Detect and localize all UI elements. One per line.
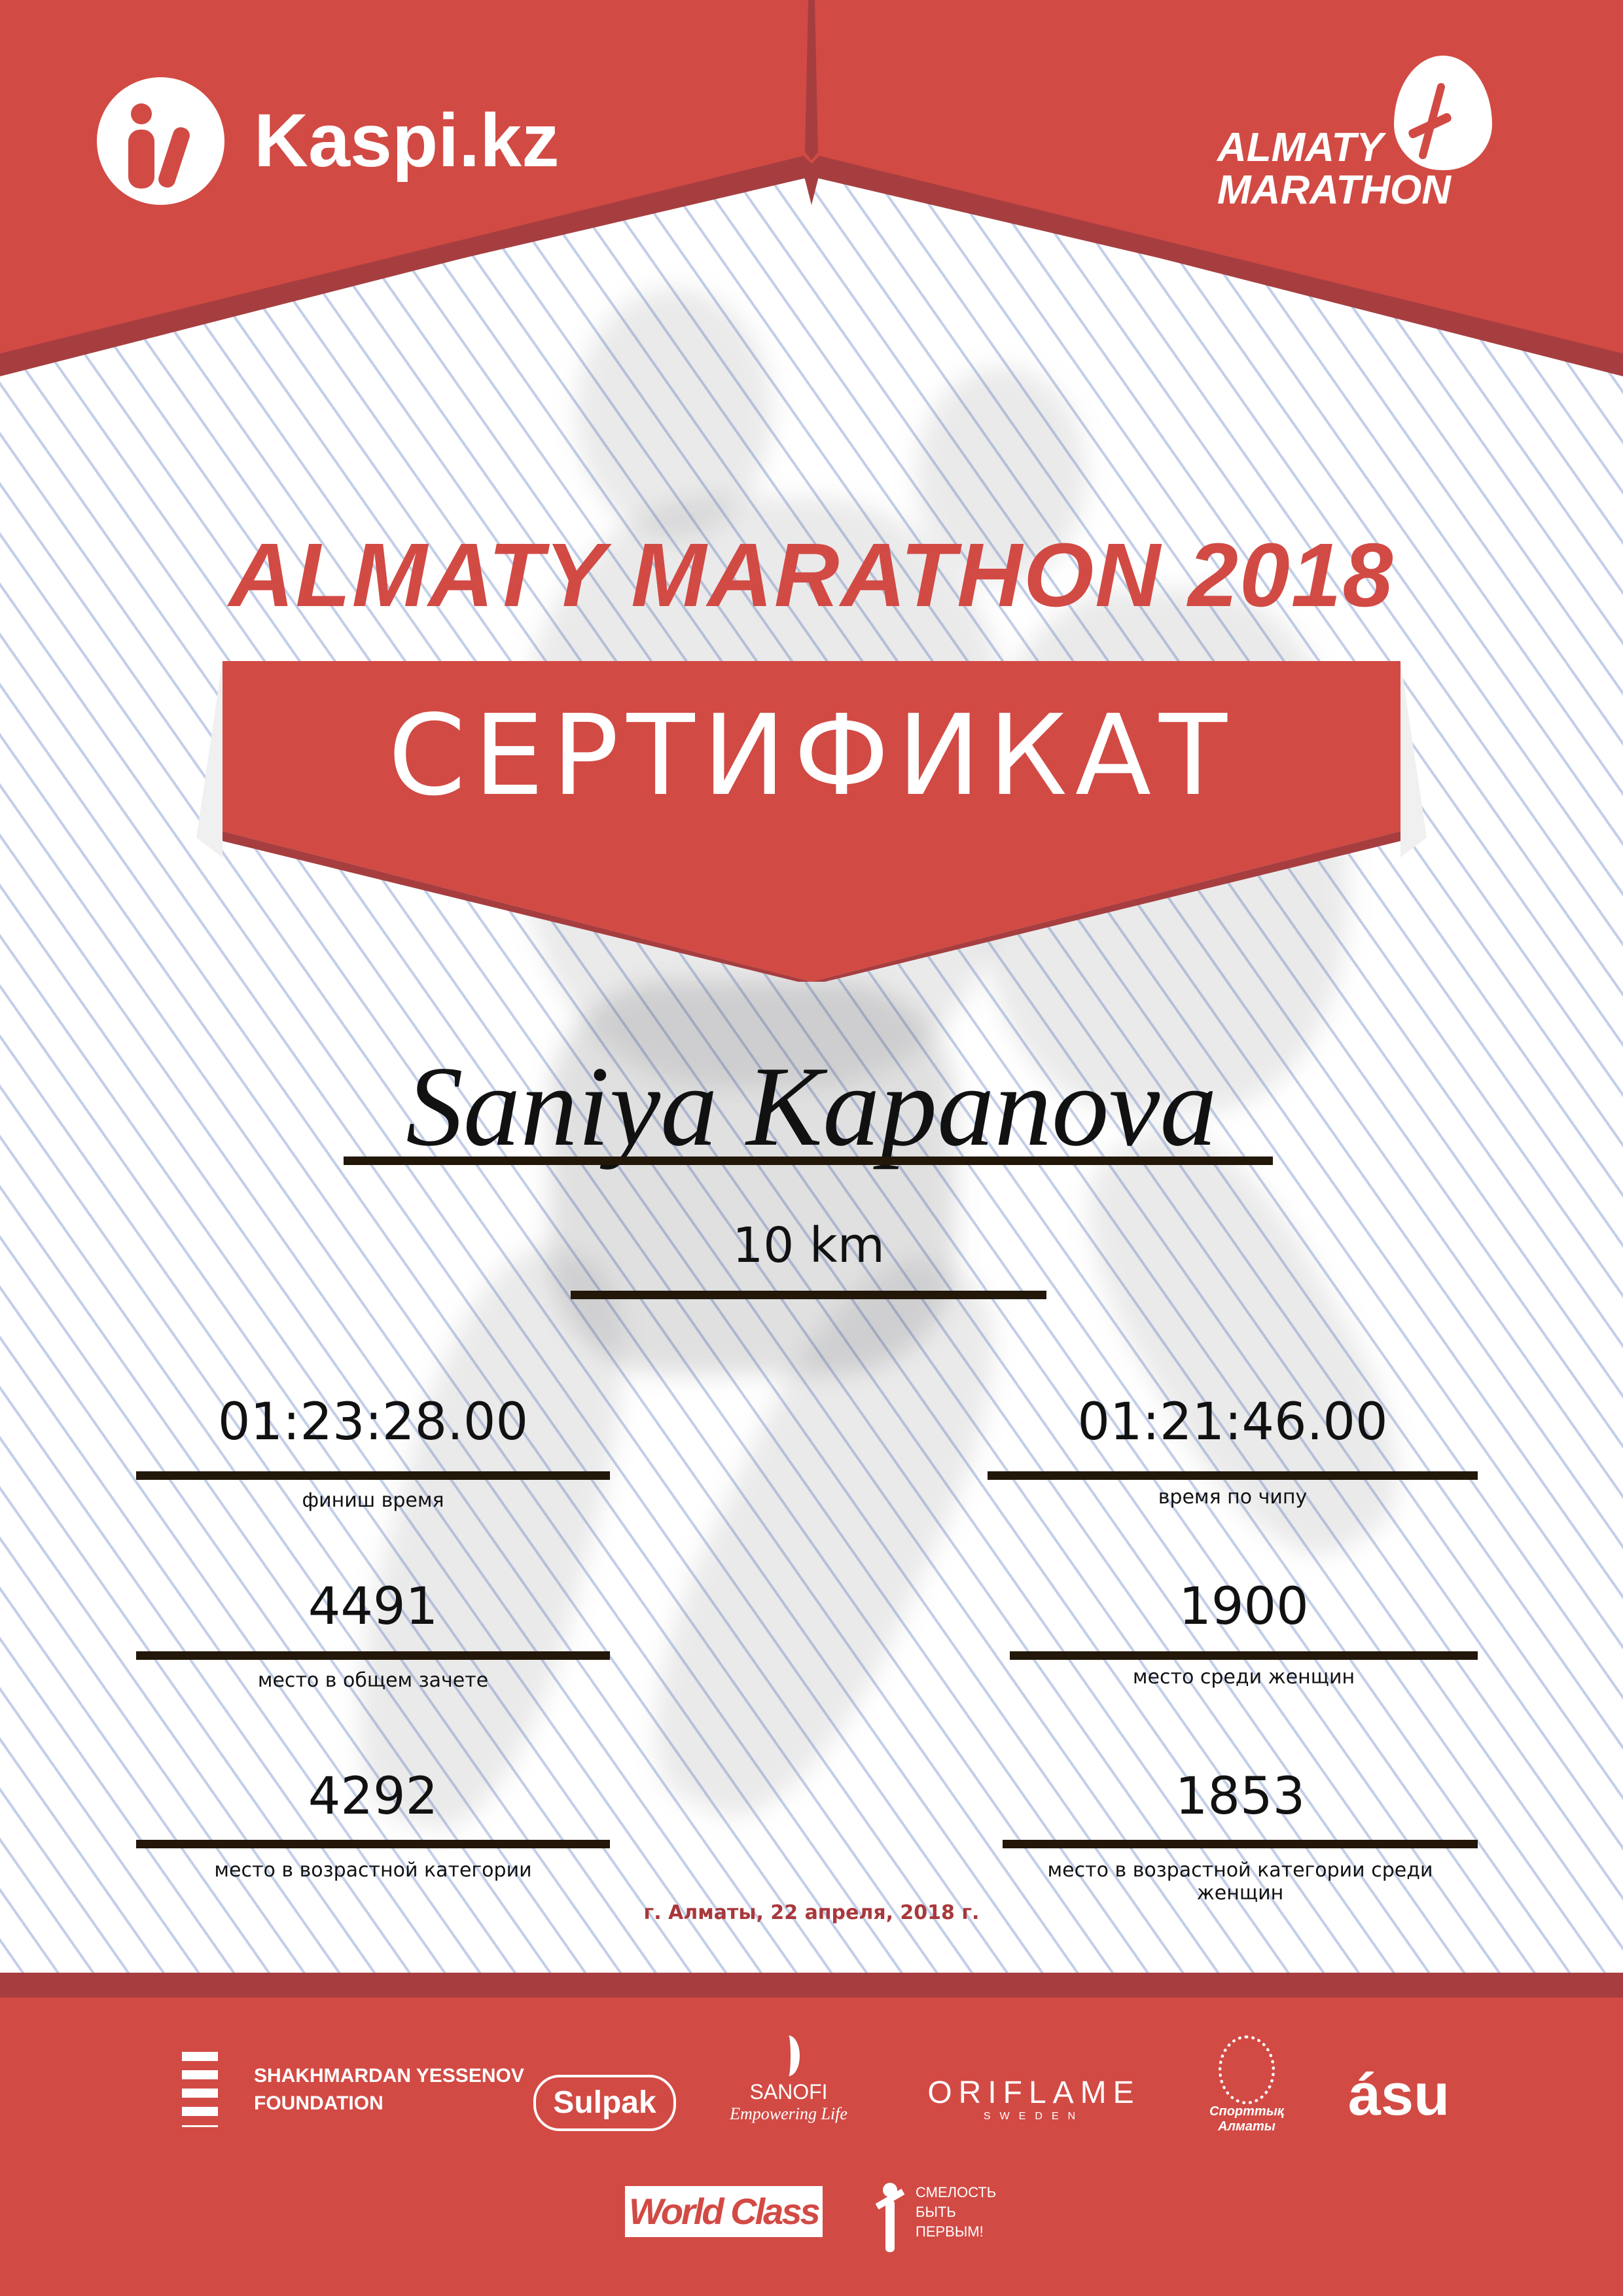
result-label: место в возрастной категории: [214, 1859, 532, 1882]
sport-almaty-line1: Спорттық: [1209, 2104, 1284, 2119]
fund-line1: СМЕЛОСТЬ: [916, 2184, 997, 2200]
result-label: место в возрастной категории среди женщи…: [1047, 1859, 1433, 1905]
oriflame-logo: ORIFLAME SWEDEN: [923, 2075, 1145, 2123]
sanofi-tagline: Empowering Life: [730, 2104, 847, 2123]
result-underline: [1010, 1651, 1478, 1660]
result-value: 01:23:28.00: [217, 1393, 529, 1452]
result-underline: [136, 1471, 610, 1480]
result-label: время по чипу: [1158, 1486, 1308, 1509]
result-underline: [988, 1471, 1478, 1480]
sanofi-logo: SANOFI Empowering Life: [723, 2036, 854, 2124]
header-banner: [0, 0, 1623, 376]
yessenov-line2: FOUNDATION: [254, 2092, 383, 2114]
sulpak-logo: Sulpak: [533, 2075, 676, 2131]
yessenov-icon: [182, 2052, 218, 2127]
oriflame-country: SWEDEN: [983, 2111, 1085, 2122]
result-underline: [1003, 1840, 1478, 1848]
sport-almaty-logo: Спорттық Алматы: [1198, 2036, 1296, 2134]
footer-stripe: [0, 1973, 1623, 1998]
result-label: финиш время: [302, 1489, 444, 1512]
distance-value: 10 km: [732, 1217, 885, 1274]
kaspi-logo: Kaspi.kz: [97, 77, 560, 205]
result-value: 4292: [308, 1767, 438, 1826]
fund-line2: БЫТЬ: [916, 2204, 956, 2220]
certificate-date: г. Алматы, 22 апреля, 2018 г.: [643, 1901, 980, 1924]
sport-almaty-emblem-icon: [1219, 2036, 1275, 2104]
sponsors-footer: [0, 1998, 1623, 2296]
fund-line3: ПЕРВЫМ!: [916, 2223, 984, 2240]
result-value: 1900: [1179, 1577, 1309, 1636]
name-underline: [344, 1157, 1273, 1165]
result-label: место в общем зачете: [257, 1669, 489, 1692]
oriflame-name: ORIFLAME: [927, 2075, 1141, 2110]
result-value: 1853: [1175, 1767, 1306, 1826]
result-value: 4491: [308, 1577, 438, 1636]
worldclass-logo: World Class: [625, 2186, 823, 2237]
sport-almaty-line2: Алматы: [1218, 2119, 1275, 2134]
background-pattern: [0, 0, 1623, 1977]
participant-name: Saniya Kapanova: [406, 1043, 1217, 1170]
result-underline: [136, 1840, 610, 1848]
result-label: место среди женщин: [1132, 1666, 1355, 1689]
almaty-marathon-logo: ALMATY MARATHON: [1217, 56, 1525, 219]
event-title: ALMATY MARATHON 2018: [228, 525, 1395, 626]
asu-logo: ásu: [1348, 2062, 1450, 2128]
certificate-ribbon: [196, 661, 1427, 982]
result-value: 01:21:46.00: [1077, 1393, 1388, 1452]
fund-figure-icon: [874, 2170, 906, 2255]
yessenov-logo: SHAKHMARDAN YESSENOV FOUNDATION: [182, 2052, 524, 2127]
certificate-heading: СЕРТИФИКАТ: [388, 691, 1235, 821]
result-underline: [136, 1651, 610, 1660]
sanofi-icon: [777, 2036, 800, 2076]
sanofi-name: SANOFI: [749, 2080, 828, 2104]
fund-logo: СМЕЛОСТЬ БЫТЬ ПЕРВЫМ!: [874, 2170, 996, 2255]
distance-underline: [571, 1291, 1046, 1299]
kaspi-logo-text: Kaspi.kz: [254, 99, 560, 183]
almaty-logo-line1: ALMATY: [1217, 125, 1383, 170]
kaspi-icon: [97, 77, 224, 205]
yessenov-line1: SHAKHMARDAN YESSENOV: [254, 2064, 524, 2087]
runner-icon: [1394, 56, 1492, 170]
almaty-logo-line2: MARATHON: [1217, 168, 1452, 213]
